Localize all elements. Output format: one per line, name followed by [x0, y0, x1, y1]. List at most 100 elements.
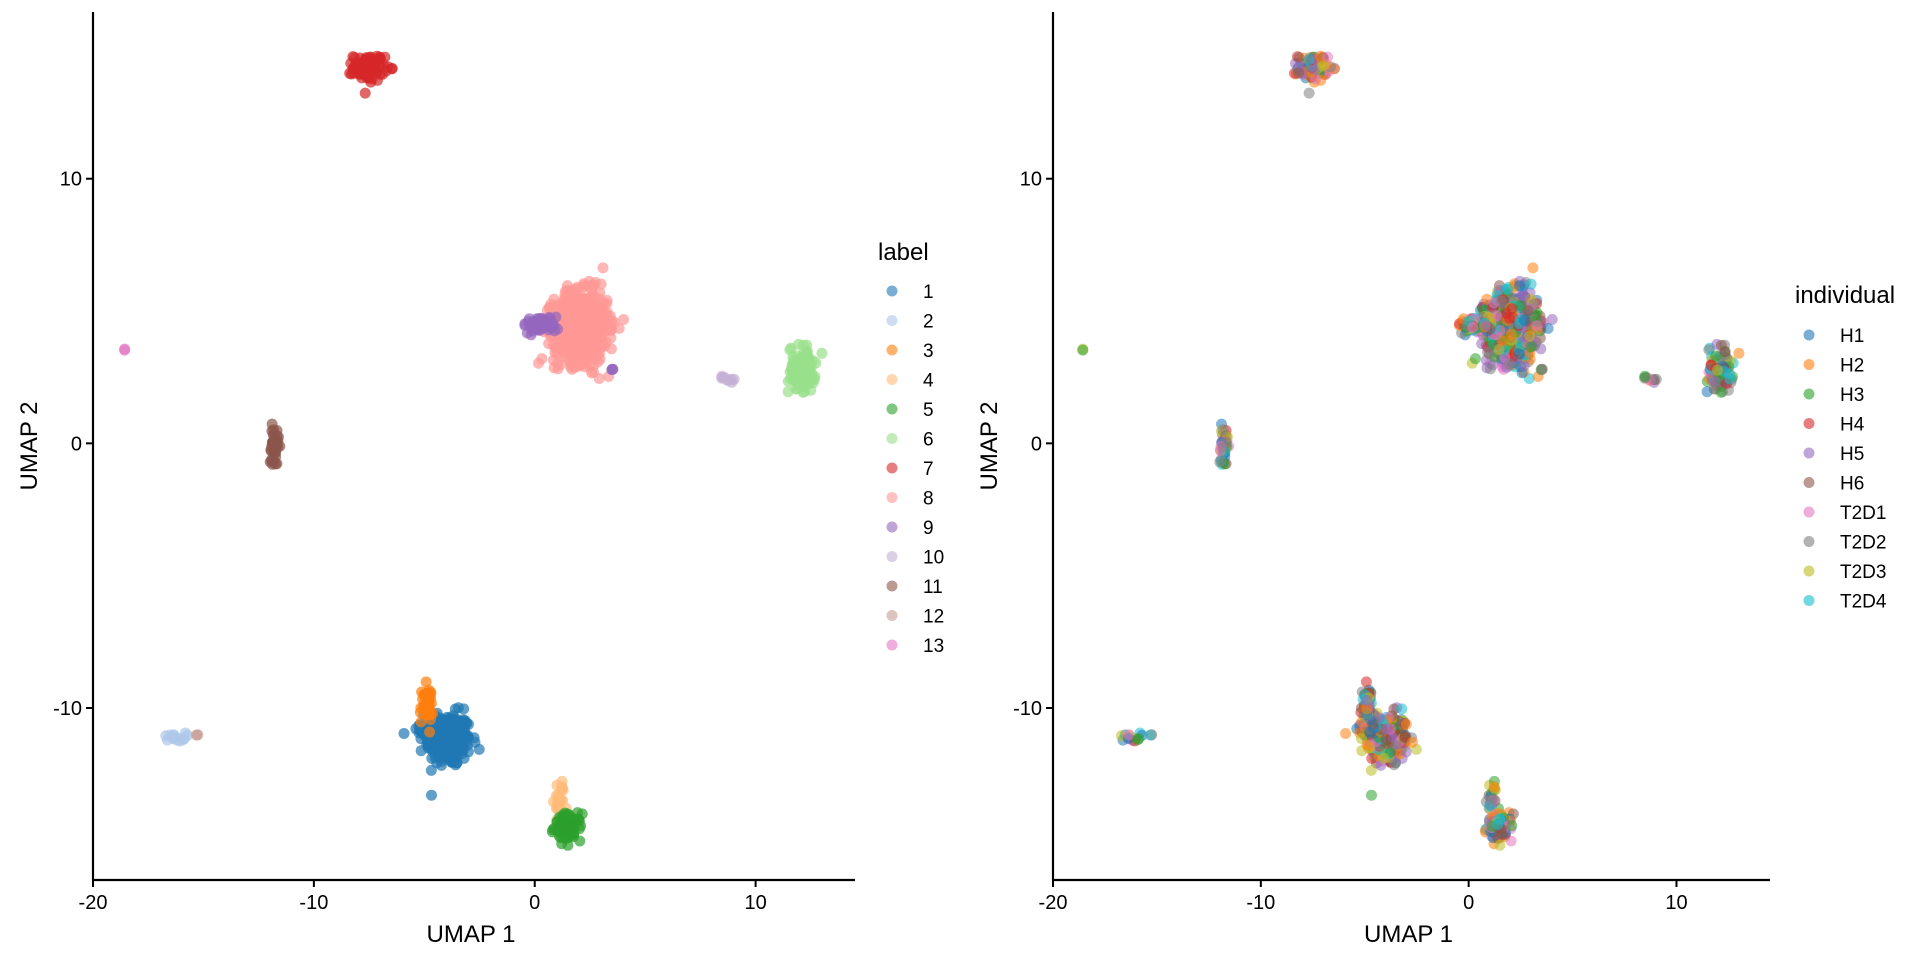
x-tick-label: 10 [744, 892, 766, 914]
data-point [1123, 729, 1135, 741]
data-point [1482, 346, 1494, 358]
data-point [1396, 703, 1408, 715]
data-point [398, 728, 410, 739]
data-point [1400, 718, 1412, 730]
data-point [1340, 728, 1352, 739]
legend-item: T2D1 [1803, 503, 1886, 524]
data-point [415, 733, 427, 745]
data-point [1356, 733, 1367, 745]
data-point [816, 347, 828, 359]
data-point [1536, 363, 1548, 375]
data-point [595, 278, 607, 290]
data-point [1388, 703, 1400, 715]
data-point [595, 341, 607, 353]
y-tick-label: -10 [53, 698, 82, 720]
x-axis-title: UMAP 1 [427, 921, 516, 948]
legend-label: H3 [1840, 385, 1864, 406]
data-point [564, 295, 576, 307]
data-point [1469, 353, 1481, 365]
legend-item: H1 [1803, 326, 1864, 347]
data-point [1525, 341, 1537, 353]
data-point [1518, 314, 1530, 326]
data-point [359, 87, 371, 99]
legend-label: 5 [923, 400, 934, 421]
legend-label: T2D2 [1840, 533, 1886, 554]
legend-title: label [878, 239, 929, 266]
data-point [349, 52, 360, 64]
data-point [1506, 820, 1518, 832]
legend-key [886, 610, 898, 621]
data-point [1650, 373, 1662, 385]
legend-key [886, 639, 898, 651]
data-point [1365, 764, 1377, 776]
data-point [575, 820, 587, 832]
data-point [1293, 52, 1305, 64]
data-point [1518, 360, 1530, 372]
data-point [1214, 456, 1226, 468]
x-tick-label: 10 [1665, 892, 1687, 914]
legend-item: 10 [886, 548, 944, 569]
data-point [1542, 322, 1554, 334]
data-point [1480, 320, 1492, 332]
data-point [793, 364, 805, 376]
legend-label: 12 [923, 607, 944, 628]
legend-label: 11 [923, 577, 943, 598]
x-tick-label: 0 [529, 892, 540, 914]
data-point [421, 694, 433, 706]
data-point [1493, 344, 1505, 356]
data-point [594, 330, 606, 342]
x-tick-label: 0 [1463, 892, 1474, 914]
data-point [570, 283, 582, 295]
data-point [168, 729, 180, 741]
data-point [359, 53, 371, 65]
data-point [1546, 314, 1558, 325]
data-point [1701, 386, 1713, 398]
data-point [450, 759, 462, 771]
legend-item: T2D2 [1803, 533, 1886, 554]
data-point [1524, 330, 1536, 342]
data-point [1494, 839, 1506, 851]
data-point [365, 63, 377, 75]
data-point [533, 321, 545, 333]
legend-key [1803, 388, 1815, 400]
legend: individual H1 H2 H3 H4 H5 H6 T2D1 T2D2 T2D3 T2D4 [1795, 282, 1895, 613]
data-point [588, 360, 599, 372]
data-point [1133, 733, 1145, 745]
data-point [547, 320, 559, 332]
data-point [1486, 794, 1498, 806]
data-point [1467, 321, 1479, 333]
data-point [1360, 676, 1372, 688]
data-point [348, 67, 360, 79]
legend-label: 9 [923, 518, 934, 539]
data-point [1077, 344, 1089, 356]
data-point [1303, 53, 1315, 65]
x-tick-label: -20 [1039, 892, 1068, 914]
legend-item: H2 [1803, 356, 1864, 377]
legend-label: 7 [923, 459, 934, 480]
legend-item: 9 [886, 518, 934, 539]
legend-key [1803, 595, 1815, 606]
legend-key [886, 492, 898, 503]
data-point [1518, 290, 1530, 302]
legend-label: 2 [923, 312, 934, 333]
y-tick-label: 0 [71, 433, 82, 455]
legend-key [1803, 536, 1815, 547]
data-point [1719, 346, 1731, 357]
legend-key [886, 403, 898, 415]
data-point [1217, 441, 1229, 453]
data-point [556, 781, 568, 793]
legend-key [1803, 506, 1815, 518]
data-point [782, 386, 794, 398]
legend-label: 6 [923, 430, 934, 451]
data-point [1485, 363, 1496, 375]
data-point [549, 346, 561, 358]
legend-label: T2D3 [1840, 562, 1886, 583]
data-point [601, 320, 613, 332]
data-point [562, 839, 574, 851]
data-point [426, 789, 437, 801]
data-point [582, 348, 594, 360]
data-point [1322, 51, 1334, 63]
data-point [462, 746, 474, 758]
data-point [536, 353, 548, 365]
legend-label: T2D1 [1840, 503, 1886, 524]
